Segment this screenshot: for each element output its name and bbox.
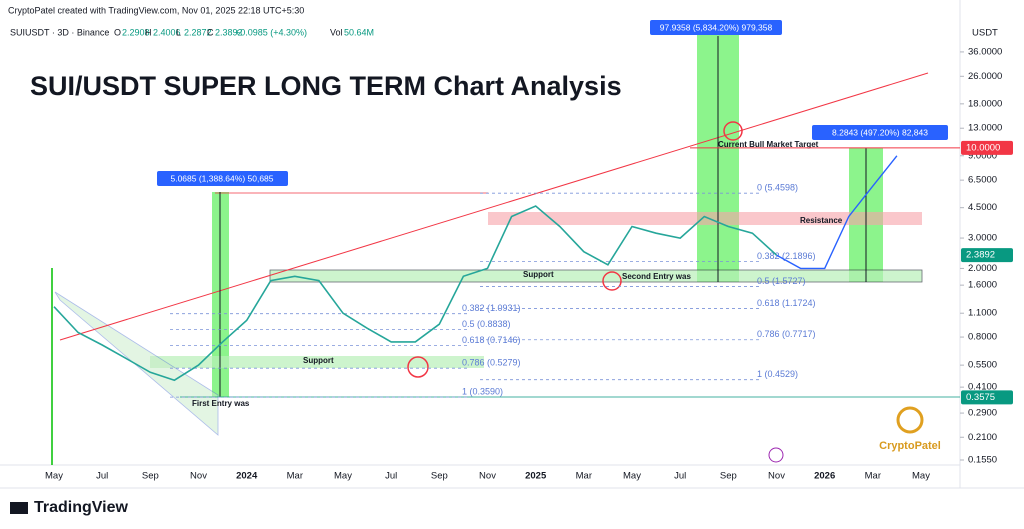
y-tick-label: 18.0000 xyxy=(968,98,1002,109)
fib-label: 1 (0.3590) xyxy=(462,386,503,396)
axis-unit: USDT xyxy=(972,28,998,39)
support-zone xyxy=(269,269,923,283)
price-label-box xyxy=(961,390,1013,405)
x-tick-label: Sep xyxy=(431,471,448,482)
y-tick-label: 36.0000 xyxy=(968,46,1002,57)
trend-line xyxy=(59,72,929,341)
ohlc-value: 2.4006 xyxy=(153,27,181,37)
y-tick-label: 6.5000 xyxy=(968,175,997,186)
ohlc-key: H xyxy=(145,27,152,37)
x-tick-label: Mar xyxy=(287,471,303,482)
projection-line xyxy=(776,155,898,270)
watermark: CryptoPatel created with TradingView.com… xyxy=(8,5,304,15)
annotation: Current Bull Market Target xyxy=(718,140,819,149)
support-zone xyxy=(150,356,484,368)
x-tick-label: Nov xyxy=(768,471,785,482)
x-tick-label: Nov xyxy=(479,471,496,482)
fib-label: 0 (5.4598) xyxy=(757,183,798,193)
y-tick-label: 4.5000 xyxy=(968,202,997,213)
event-icon xyxy=(768,447,784,463)
measure-box xyxy=(812,125,948,140)
x-tick-label: 2025 xyxy=(525,471,547,482)
measure-label: 8.2843 (497.20%) 82,843 xyxy=(832,127,928,137)
price-label-box xyxy=(961,140,1013,155)
resistance-zone xyxy=(488,212,922,225)
fib-label: 0.618 (0.7146) xyxy=(462,335,521,345)
ohlc-value: 2.3892 xyxy=(215,27,243,37)
x-tick-label: May xyxy=(45,471,63,482)
y-tick-label: 9.0000 xyxy=(968,150,997,161)
x-tick-label: Jul xyxy=(674,471,686,482)
footer-brand: TradingView xyxy=(34,499,129,516)
x-tick-label: Mar xyxy=(576,471,592,482)
fib-label: 0.5 (1.5727) xyxy=(757,276,806,286)
measure-label: 97.9358 (5,834.20%) 979,358 xyxy=(660,22,773,32)
ohlc-value: 2.2908 xyxy=(122,27,150,37)
entry-circle xyxy=(407,356,429,378)
y-tick-label: 0.2900 xyxy=(968,408,997,419)
x-tick-label: Jul xyxy=(96,471,108,482)
price-label-box xyxy=(961,248,1013,263)
target-circle xyxy=(723,121,743,141)
measure-box xyxy=(157,171,288,186)
price-label: 2.3892 xyxy=(966,250,995,261)
x-tick-label: 2026 xyxy=(814,471,835,482)
fib-label: 0.786 (0.7717) xyxy=(757,329,816,339)
change: +0.0985 (+4.30%) xyxy=(235,27,307,37)
volume-value: 50.64M xyxy=(344,27,374,37)
entry-circle xyxy=(602,271,622,291)
y-tick-label: 0.1550 xyxy=(968,455,997,466)
y-tick-label: 3.0000 xyxy=(968,233,997,244)
y-tick-label: 0.5500 xyxy=(968,360,997,371)
symbol: SUIUSDT · 3D · Binance xyxy=(10,27,109,37)
annotation: Resistance xyxy=(800,216,843,225)
fib-label: 0.382 (1.0931) xyxy=(462,303,521,313)
ohlc-value: 2.2872 xyxy=(184,27,212,37)
fib-label: 1 (0.4529) xyxy=(757,369,798,379)
price-label: 10.0000 xyxy=(966,142,1000,153)
x-tick-label: Jul xyxy=(385,471,397,482)
annotation: Support xyxy=(523,270,554,279)
price-label: 0.3575 xyxy=(966,392,995,403)
x-tick-label: 2024 xyxy=(236,471,258,482)
fib-label: 0.618 (1.1724) xyxy=(757,298,816,308)
annotation: Support xyxy=(303,356,334,365)
y-tick-label: 2.0000 xyxy=(968,263,997,274)
y-tick-label: 1.6000 xyxy=(968,280,997,291)
x-tick-label: Sep xyxy=(720,471,737,482)
measure-box xyxy=(650,20,782,35)
y-tick-label: 26.0000 xyxy=(968,71,1002,82)
fib-label: 0.382 (2.1896) xyxy=(757,251,816,261)
x-tick-label: May xyxy=(912,471,930,482)
ohlc-key: L xyxy=(176,27,181,37)
logo-icon xyxy=(896,406,924,434)
y-tick-label: 0.2100 xyxy=(968,432,997,443)
ohlc-key: O xyxy=(114,27,121,37)
y-tick-label: 0.4100 xyxy=(968,382,997,393)
chart-title: SUI/USDT SUPER LONG TERM Chart Analysis xyxy=(30,71,622,101)
annotation: First Entry was xyxy=(192,399,250,408)
annotation: Second Entry was xyxy=(622,272,691,281)
ohlc-key: C xyxy=(207,27,214,37)
down-channel xyxy=(54,291,219,436)
logo-text: CryptoPatel xyxy=(879,440,941,452)
y-tick-label: 0.8000 xyxy=(968,332,997,343)
x-tick-label: Nov xyxy=(190,471,207,482)
fib-label: 0.786 (0.5279) xyxy=(462,358,521,368)
volume-key: Vol xyxy=(330,27,343,37)
footer-logo-icon xyxy=(10,502,28,514)
x-tick-label: May xyxy=(623,471,641,482)
price-line xyxy=(53,205,778,382)
fib-label: 0.5 (0.8838) xyxy=(462,319,511,329)
measure-label: 5.0685 (1,388.64%) 50,685 xyxy=(170,173,273,183)
y-tick-label: 1.1000 xyxy=(968,308,997,319)
x-tick-label: May xyxy=(334,471,352,482)
x-tick-label: Sep xyxy=(142,471,159,482)
y-tick-label: 13.0000 xyxy=(968,123,1002,134)
x-tick-label: Mar xyxy=(865,471,881,482)
